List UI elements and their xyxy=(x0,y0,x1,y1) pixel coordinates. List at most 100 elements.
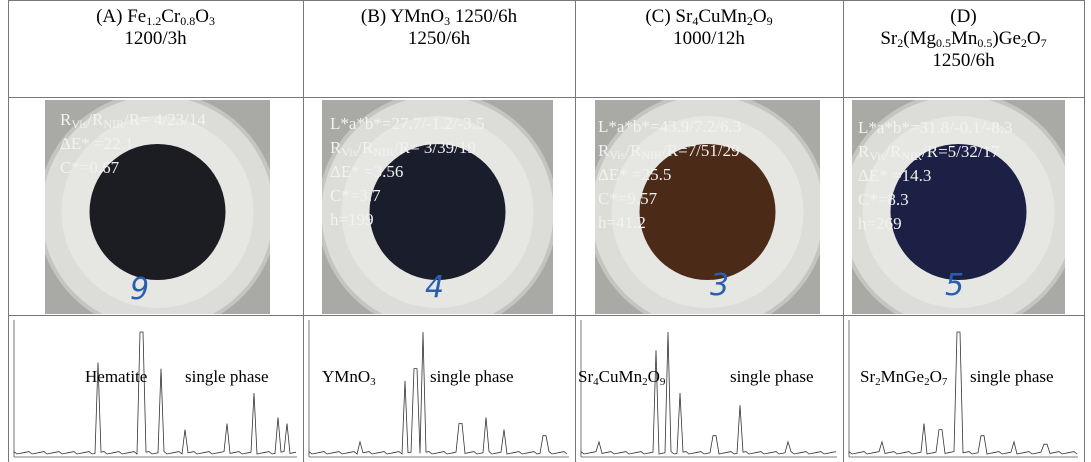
column-border xyxy=(1084,0,1085,462)
text-run: CuMn xyxy=(698,6,747,27)
text-run: Sr xyxy=(880,28,897,49)
xrd-trace xyxy=(849,332,1077,454)
xrd-pattern xyxy=(12,316,299,462)
phase-label: Sr2MnGe2O7 xyxy=(860,367,947,387)
photo-label: C*=8.3 xyxy=(858,188,1013,212)
header-line: (B) YMnO3 1250/6h xyxy=(303,6,575,28)
phase-label: single phase xyxy=(430,367,514,387)
photo-labels: L*a*b*=43.9/7.2/6.3 RVis/RNIR/R=7/51/29ΔE… xyxy=(598,115,741,235)
text-run: O xyxy=(1027,28,1041,49)
figure-table: (A) Fe1.2Cr0.8O31200/3hRVis/RNIR/R= 4/23… xyxy=(0,0,1091,462)
text-run: (C) Sr xyxy=(645,6,692,27)
photo-label: L*a*b*=31.8/-0.1/-8.3 xyxy=(858,116,1013,140)
text-run: CuMn xyxy=(599,367,642,386)
text-run: /R= 3/39/19 xyxy=(394,138,476,157)
subscript: NIR xyxy=(901,149,922,163)
text-run: Sr xyxy=(578,367,593,386)
text-run: (D) xyxy=(950,6,976,27)
photo-label: L*a*b*=27.7/-1.2/-3.5 xyxy=(330,112,485,136)
header-line: 1250/6h xyxy=(843,50,1084,72)
text-run: L*a*b*=27.7/-1.2/-3.5 xyxy=(330,114,485,133)
row-border xyxy=(8,0,1084,1)
column-header: (D)Sr2(Mg0.5Mn0.5)Ge2O71250/6h xyxy=(843,6,1084,96)
header-line: (A) Fe1.2Cr0.8O3 xyxy=(8,6,303,28)
text-run: /R xyxy=(87,110,103,129)
text-run: 1250/6h xyxy=(932,50,994,71)
text-run: Cr xyxy=(161,6,180,27)
text-run: R xyxy=(330,138,341,157)
sample-number: 9 xyxy=(130,272,149,307)
photo-label: C*=9.57 xyxy=(598,187,741,211)
text-run: O xyxy=(195,6,209,27)
text-run: /R xyxy=(625,141,641,160)
text-run: (Mg xyxy=(903,28,936,49)
phase-label: Sr4CuMn2O9 xyxy=(578,367,665,387)
text-run: /R xyxy=(357,138,373,157)
text-run: YMnO xyxy=(322,367,370,386)
photo-label: h=41.2 xyxy=(598,211,741,235)
text-run: C*=3.7 xyxy=(330,186,381,205)
text-run: O xyxy=(753,6,767,27)
text-run: /R= 4/23/14 xyxy=(124,110,206,129)
text-run: h=199 xyxy=(330,210,374,229)
subscript: 7 xyxy=(942,376,948,388)
text-run: h=41.2 xyxy=(598,213,646,232)
photo-label: RVis/RNIR/R=5/32/17 xyxy=(858,140,1013,164)
subscript: 3 xyxy=(209,14,215,28)
header-line: Sr2(Mg0.5Mn0.5)Ge2O7 xyxy=(843,28,1084,50)
text-run: MnGe xyxy=(881,367,924,386)
text-run: R xyxy=(858,142,869,161)
header-line: (C) Sr4CuMn2O9 xyxy=(575,6,843,28)
photo-label: L*a*b*=43.9/7.2/6.3 xyxy=(598,115,741,139)
xrd-trace xyxy=(581,332,836,454)
header-line: 1250/6h xyxy=(303,28,575,50)
text-run: C*=0.67 xyxy=(60,158,119,177)
text-run: Hematite xyxy=(85,367,147,386)
subscript: 9 xyxy=(660,376,666,388)
text-run: ΔE* =3.56 xyxy=(330,162,403,181)
phase-label: single phase xyxy=(730,367,814,387)
xrd-pattern xyxy=(847,316,1080,462)
xrd-trace xyxy=(309,332,567,454)
subscript: 7 xyxy=(1041,36,1047,50)
subscript: 0.5 xyxy=(936,36,951,50)
text-run: L*a*b*=43.9/7.2/6.3 xyxy=(598,117,741,136)
phase-label: single phase xyxy=(185,367,269,387)
phase-label: Hematite xyxy=(85,367,147,387)
phase-label: single phase xyxy=(970,367,1054,387)
subscript: Vis xyxy=(609,148,625,162)
text-run: single phase xyxy=(430,367,514,386)
text-run: O xyxy=(930,367,942,386)
subscript: Vis xyxy=(869,149,885,163)
text-run: 1200/3h xyxy=(124,28,186,49)
subscript: 1.2 xyxy=(146,14,161,28)
text-run: /R=5/32/17 xyxy=(922,142,1000,161)
text-run: R xyxy=(60,110,71,129)
subscript: Vis xyxy=(71,117,87,131)
subscript: NIR xyxy=(641,148,662,162)
phase-label: YMnO3 xyxy=(322,367,376,387)
xrd-pattern xyxy=(579,316,839,462)
photo-label: RVis/RNIR/R= 4/23/14 xyxy=(60,108,206,132)
photo-label: ΔE* =3.56 xyxy=(330,160,485,184)
photo-label: h=199 xyxy=(330,208,485,232)
text-run: single phase xyxy=(970,367,1054,386)
sample-number: 4 xyxy=(425,270,444,305)
text-run: h=269 xyxy=(858,214,902,233)
text-run: C*=9.57 xyxy=(598,189,657,208)
photo-label: C*=3.7 xyxy=(330,184,485,208)
photo-label: h=269 xyxy=(858,212,1013,236)
photo-label: RVis/RNIR/R=7/51/29 xyxy=(598,139,741,163)
text-run: Sr xyxy=(860,367,875,386)
xrd-pattern xyxy=(307,316,571,462)
photo-label: C*=0.67 xyxy=(60,156,206,180)
sample-number: 5 xyxy=(945,268,964,303)
text-run: single phase xyxy=(730,367,814,386)
header-line: 1000/12h xyxy=(575,28,843,50)
text-run: /R xyxy=(885,142,901,161)
photo-label: ΔE* =25.5 xyxy=(598,163,741,187)
text-run: ΔE* =22.1 xyxy=(60,134,133,153)
